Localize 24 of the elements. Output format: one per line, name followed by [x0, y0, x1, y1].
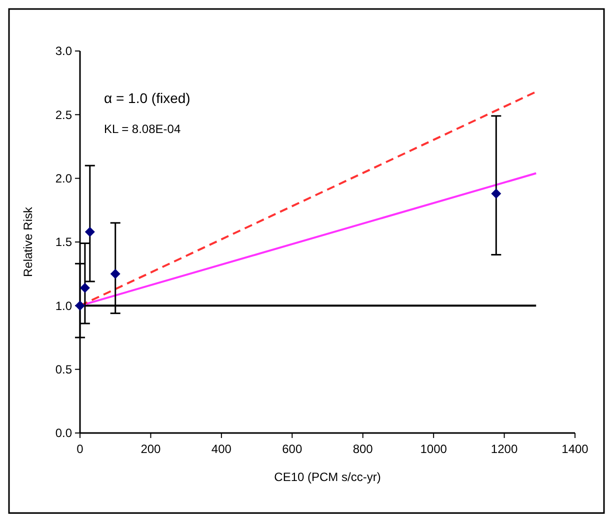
- x-tick-label: 1000: [420, 442, 448, 456]
- x-tick-label: 400: [211, 442, 232, 456]
- x-axis-title: CE10 (PCM s/cc-yr): [274, 470, 381, 484]
- y-tick-label: 1.5: [55, 235, 72, 250]
- y-tick-label: 2.0: [55, 172, 72, 186]
- point: [84, 226, 95, 237]
- x-tick-label: 800: [352, 442, 374, 456]
- x-tick-label: 1400: [562, 442, 589, 456]
- point: [110, 268, 120, 279]
- x-tick-label: 200: [140, 442, 162, 456]
- y-tick-label: 3.0: [55, 44, 72, 58]
- y-axis-title: Relative Risk: [21, 206, 35, 278]
- x-tick-label: 0: [76, 442, 84, 456]
- x-tick-label: 600: [282, 442, 302, 456]
- y-tick-label: 0.0: [55, 426, 72, 440]
- annotation: KL = 8.08E-04: [104, 122, 181, 136]
- point: [75, 300, 85, 311]
- y-tick-label: 2.5: [55, 108, 72, 122]
- annotation: α = 1.0 (fixed): [104, 90, 190, 106]
- point: [491, 188, 502, 199]
- y-tick-label: 0.5: [55, 362, 72, 377]
- y-tick-label: 1.0: [55, 298, 72, 313]
- x-tick-label: 1200: [490, 442, 518, 456]
- point: [80, 282, 90, 293]
